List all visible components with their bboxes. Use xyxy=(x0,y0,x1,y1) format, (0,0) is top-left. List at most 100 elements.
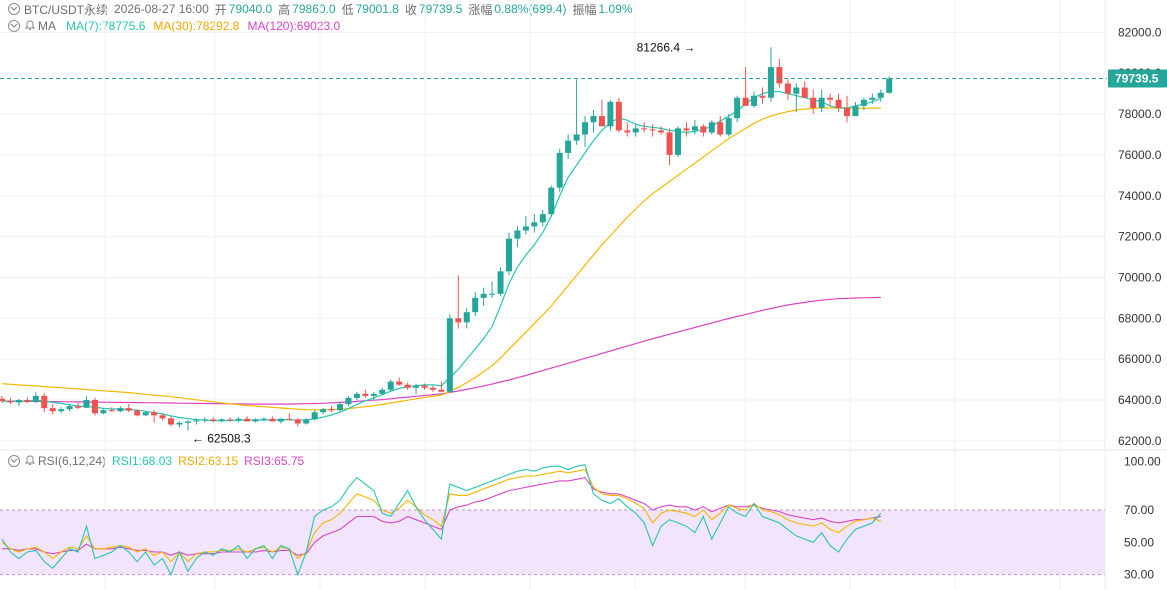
moving-average-lines xyxy=(1,90,882,422)
candle-body xyxy=(294,419,301,424)
candle-body xyxy=(0,398,5,402)
candle-body xyxy=(801,87,808,98)
candle-body xyxy=(218,419,225,421)
candle-body xyxy=(396,381,403,385)
candle-body xyxy=(877,92,884,98)
rsi-tick-label: 50.00 xyxy=(1124,535,1154,549)
candle-body xyxy=(886,78,893,93)
candle-body xyxy=(227,419,234,421)
candle-body xyxy=(683,128,690,131)
candle-body xyxy=(827,97,834,100)
rsi-label: RSI(6,12,24) xyxy=(38,454,107,468)
ma-label: MA xyxy=(38,19,56,33)
candle-body xyxy=(691,126,698,131)
ma7-value: MA(7):78775.6 xyxy=(66,19,146,33)
candle-body xyxy=(793,87,800,94)
candle-body xyxy=(514,230,521,239)
candle-body xyxy=(337,404,343,411)
ma120-value: MA(120):69023.0 xyxy=(247,19,341,33)
price-tick-label: 70000.0 xyxy=(1118,270,1162,284)
current-price-label: 79739.5 xyxy=(1115,72,1159,86)
rsi1-line xyxy=(1,464,882,577)
candle-body xyxy=(32,395,39,403)
candle-body xyxy=(66,406,73,410)
candle-body xyxy=(607,101,614,127)
rsi-tick-label: 100.00 xyxy=(1124,454,1161,468)
candle-body xyxy=(108,410,115,412)
candle-body xyxy=(117,408,124,412)
price-tick-label: 66000.0 xyxy=(1118,352,1162,366)
chevron-down-icon[interactable] xyxy=(8,455,20,467)
candle-body xyxy=(379,389,386,394)
open-value: 79040.0 xyxy=(228,2,273,16)
candle-body xyxy=(421,385,428,388)
candle-body xyxy=(852,105,859,117)
candle-body xyxy=(303,419,310,424)
ma30-value: MA(30):78292.8 xyxy=(153,19,240,33)
low-annotation: ← 62508.3 xyxy=(192,431,251,445)
candle-body xyxy=(176,422,183,425)
ma-legend: MA MA(7):78775.6 MA(30):78292.8 MA(120):… xyxy=(8,18,340,34)
close-value: 79739.5 xyxy=(419,2,463,16)
candle-body xyxy=(83,399,90,408)
candle-body xyxy=(708,122,715,133)
candle-body xyxy=(184,421,191,423)
candle-body xyxy=(91,399,98,414)
candle-body xyxy=(489,293,496,295)
candle-body xyxy=(15,399,22,403)
price-tick-label: 82000.0 xyxy=(1118,25,1162,39)
candle-body xyxy=(759,95,766,98)
candle-body xyxy=(548,187,555,215)
candle-body xyxy=(539,214,546,223)
chevron-down-icon[interactable] xyxy=(8,20,20,32)
candle-body xyxy=(734,97,741,119)
ohlc-header: BTC/USDT永续 2026-08-27 16:00 开 79040.0 高 … xyxy=(8,1,639,17)
candle-body xyxy=(404,384,411,388)
candle-body xyxy=(210,419,217,421)
candle-body xyxy=(387,381,394,390)
candle-body xyxy=(472,297,479,313)
candle-body xyxy=(7,401,14,403)
ma120-line xyxy=(1,296,881,405)
candle-body xyxy=(260,418,267,420)
candle-body xyxy=(590,116,597,123)
candles[interactable] xyxy=(0,47,893,431)
candle-body xyxy=(860,99,867,106)
candle-body xyxy=(438,389,445,392)
candle-body xyxy=(311,412,318,420)
bell-icon[interactable] xyxy=(24,454,36,469)
candle-body xyxy=(159,415,166,419)
candle-body xyxy=(649,129,656,131)
candle-body xyxy=(193,420,200,422)
candle-body xyxy=(277,418,284,422)
candle-body xyxy=(632,128,639,133)
candle-body xyxy=(320,409,327,413)
current-price-badge xyxy=(1108,69,1167,88)
candle-body xyxy=(666,132,673,155)
candle-body xyxy=(151,412,158,416)
amplitude-label: 振幅 xyxy=(572,2,597,17)
price-tick-label: 72000.0 xyxy=(1118,230,1162,244)
close-label: 收 xyxy=(404,2,417,17)
low-label: 低 xyxy=(341,2,354,17)
bell-icon[interactable] xyxy=(24,19,36,34)
candle-body xyxy=(522,226,529,231)
chevron-down-icon[interactable] xyxy=(8,3,20,15)
candle-body xyxy=(615,101,622,131)
candle-body xyxy=(751,95,758,106)
rsi-tick-label: 30.00 xyxy=(1124,568,1154,582)
candle-body xyxy=(345,397,352,405)
rsi2-value: RSI2:63.15 xyxy=(178,454,239,468)
candle-body xyxy=(463,312,470,323)
candle-body xyxy=(641,128,648,130)
rsi-legend: RSI(6,12,24) RSI1:68.03 RSI2:63.15 RSI3:… xyxy=(8,453,304,469)
candle-body xyxy=(49,408,56,412)
price-tick-label: 62000.0 xyxy=(1118,434,1162,448)
candle-body xyxy=(869,97,876,100)
candle-body xyxy=(125,408,132,411)
candle-body xyxy=(573,134,580,141)
candle-body xyxy=(700,126,707,133)
candle-body xyxy=(784,83,791,94)
high-label: 高 xyxy=(278,2,291,17)
